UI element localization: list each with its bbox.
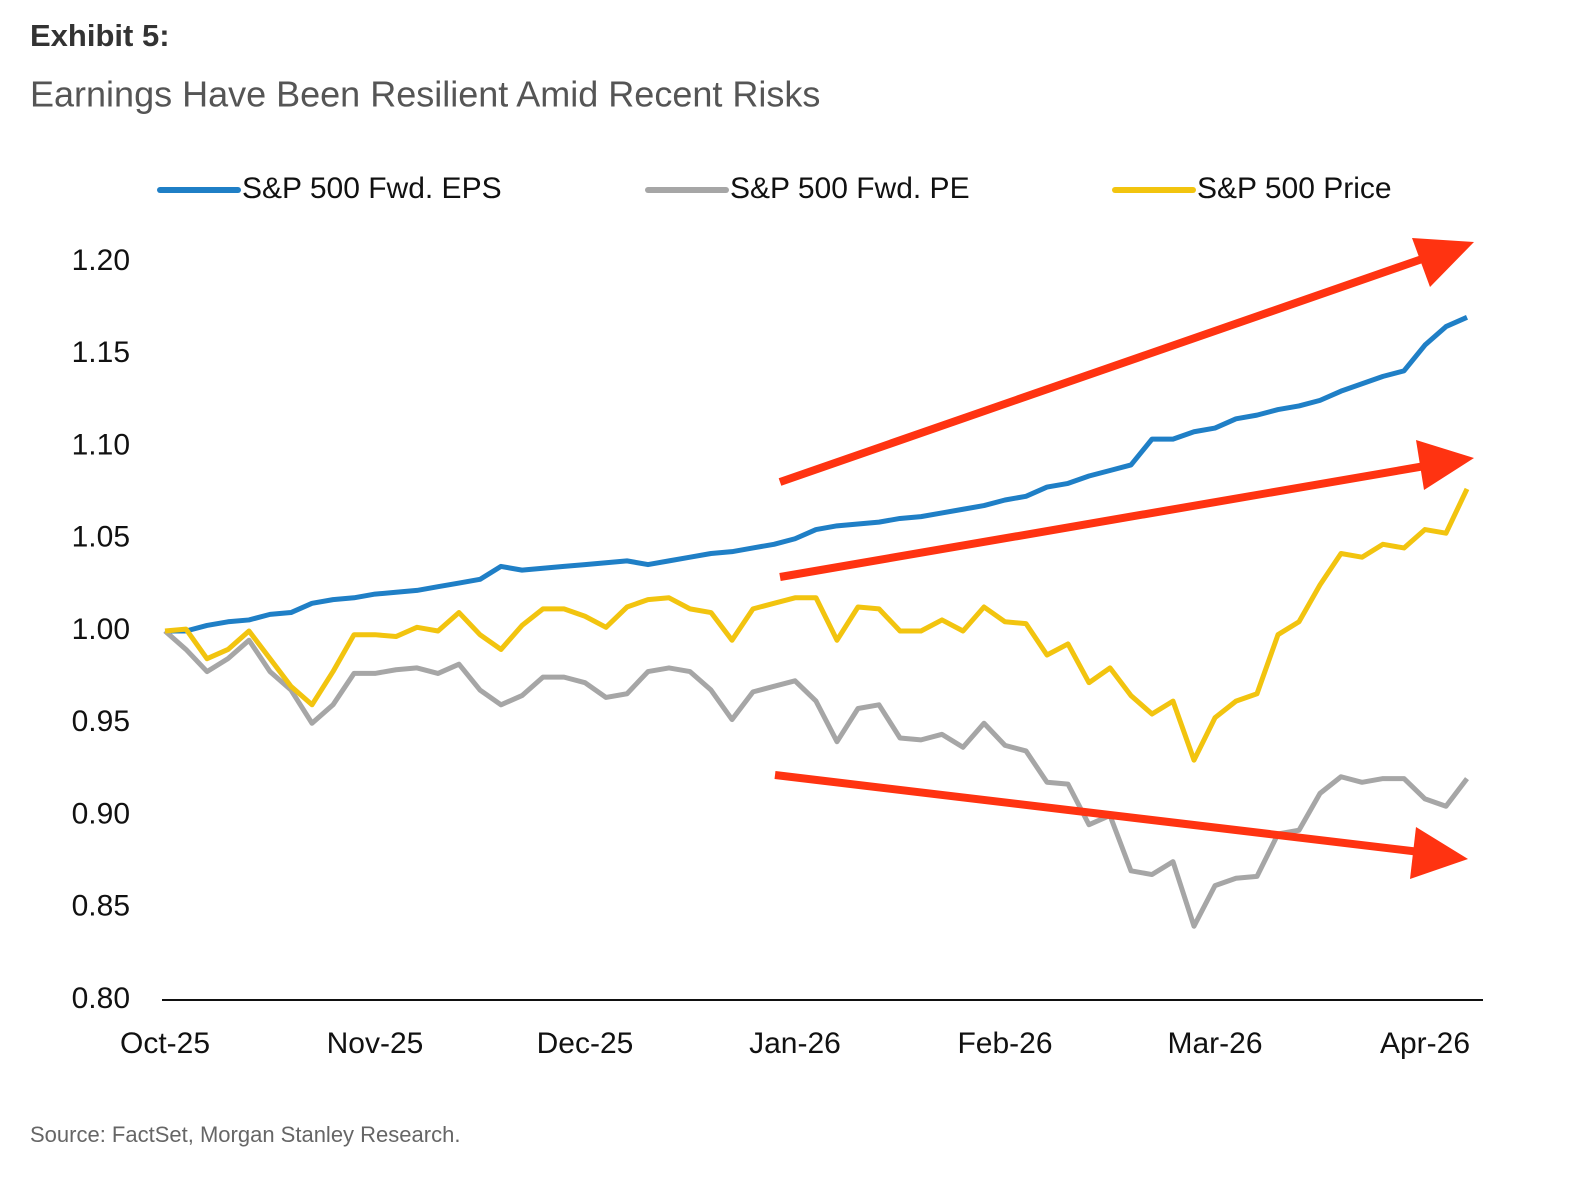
legend-label: S&P 500 Fwd. PE [730, 172, 970, 205]
y-tick-label: 0.90 [72, 797, 130, 830]
x-tick-label: Nov-25 [327, 1027, 424, 1060]
x-tick-label: Jan-26 [749, 1027, 841, 1060]
chart-subtitle: Earnings Have Been Resilient Amid Recent… [30, 74, 820, 115]
trend-arrows [774, 238, 1474, 879]
y-tick-label: 0.85 [72, 890, 130, 923]
arrow-line [779, 462, 1426, 581]
series-line [164, 487, 1470, 763]
series-line [163, 629, 1469, 929]
x-tick-label: Oct-25 [120, 1027, 210, 1060]
x-tick-label: Feb-26 [957, 1027, 1052, 1060]
x-tick-label: Dec-25 [537, 1027, 634, 1060]
y-tick-label: 1.05 [72, 521, 130, 554]
y-tick-label: 1.10 [72, 428, 130, 461]
series-line [165, 315, 1469, 634]
x-tick-label: Apr-26 [1380, 1027, 1470, 1060]
arrow-head [1416, 440, 1474, 490]
y-tick-label: 0.95 [72, 705, 130, 738]
y-tick-label: 0.80 [72, 982, 130, 1015]
arrow-line [778, 254, 1427, 486]
arrow-head [1412, 238, 1474, 287]
x-tick-label: Mar-26 [1167, 1027, 1262, 1060]
chart-title: Exhibit 5: [30, 18, 170, 53]
source-note: Source: FactSet, Morgan Stanley Research… [30, 1122, 460, 1147]
y-tick-label: 1.20 [72, 244, 130, 277]
arrow-line [774, 771, 1421, 856]
legend-label: S&P 500 Price [1197, 172, 1392, 205]
y-tick-label: 1.15 [72, 336, 130, 369]
legend-label: S&P 500 Fwd. EPS [242, 172, 502, 205]
y-tick-label: 1.00 [72, 613, 130, 646]
arrow-head [1410, 827, 1468, 879]
